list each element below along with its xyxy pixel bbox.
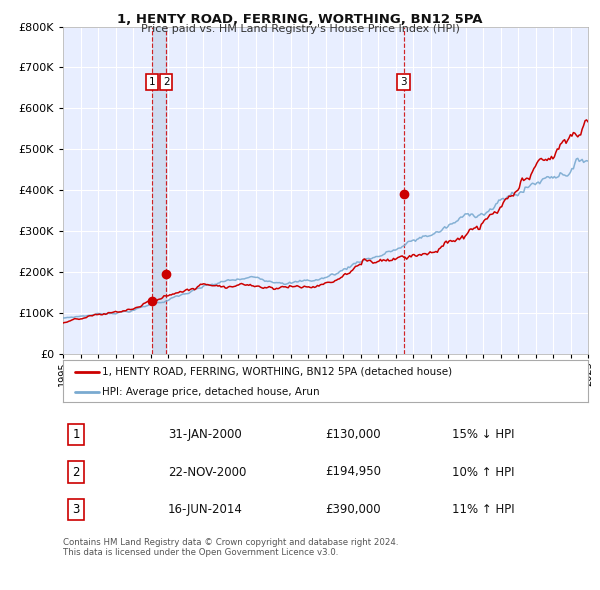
Text: £194,950: £194,950 [325, 466, 382, 478]
Text: 1, HENTY ROAD, FERRING, WORTHING, BN12 5PA: 1, HENTY ROAD, FERRING, WORTHING, BN12 5… [117, 13, 483, 26]
Text: £390,000: £390,000 [325, 503, 381, 516]
Text: 15% ↓ HPI: 15% ↓ HPI [452, 428, 514, 441]
Text: HPI: Average price, detached house, Arun: HPI: Average price, detached house, Arun [103, 387, 320, 396]
Text: 16-JUN-2014: 16-JUN-2014 [168, 503, 243, 516]
Text: 3: 3 [73, 503, 80, 516]
Bar [152, 27, 166, 354]
Text: 1, HENTY ROAD, FERRING, WORTHING, BN12 5PA (detached house): 1, HENTY ROAD, FERRING, WORTHING, BN12 5… [103, 367, 452, 377]
Text: 1: 1 [149, 77, 155, 87]
Text: 3: 3 [400, 77, 407, 87]
Text: 10% ↑ HPI: 10% ↑ HPI [452, 466, 514, 478]
Text: £130,000: £130,000 [325, 428, 381, 441]
Text: 2: 2 [73, 466, 80, 478]
Text: 31-JAN-2000: 31-JAN-2000 [168, 428, 242, 441]
Text: 1: 1 [73, 428, 80, 441]
Text: 2: 2 [163, 77, 169, 87]
Text: Contains HM Land Registry data © Crown copyright and database right 2024.
This d: Contains HM Land Registry data © Crown c… [63, 538, 398, 558]
Text: Price paid vs. HM Land Registry's House Price Index (HPI): Price paid vs. HM Land Registry's House … [140, 24, 460, 34]
Text: 11% ↑ HPI: 11% ↑ HPI [452, 503, 514, 516]
Text: 22-NOV-2000: 22-NOV-2000 [168, 466, 247, 478]
